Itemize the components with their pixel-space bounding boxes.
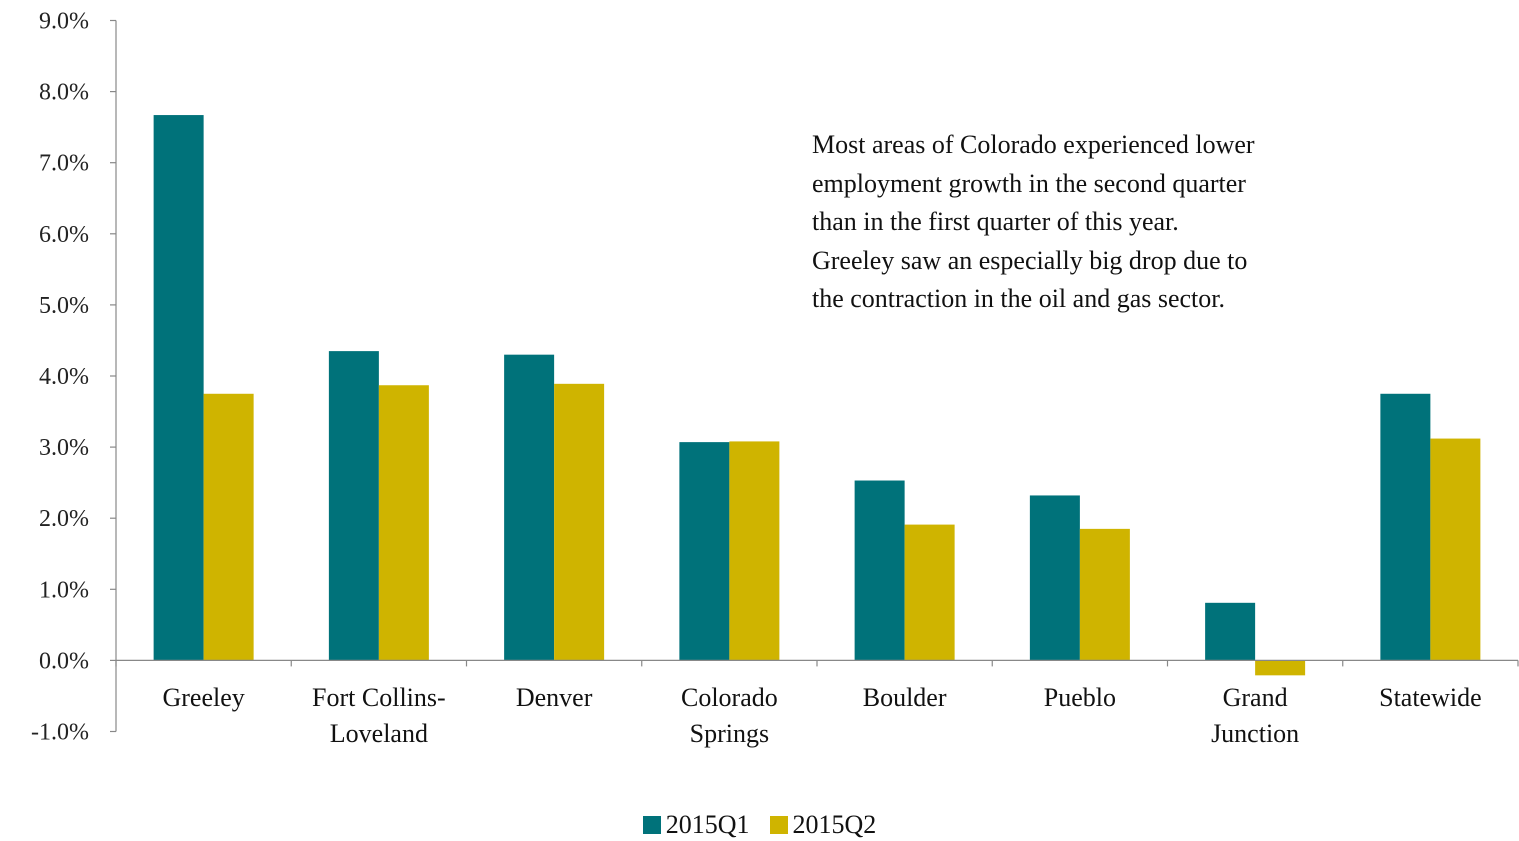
x-category-label: Springs bbox=[690, 719, 769, 748]
bar-2015q1-6 bbox=[1205, 602, 1256, 661]
annotation-line: than in the first quarter of this year. bbox=[812, 207, 1179, 236]
y-tick-label: 4.0% bbox=[39, 364, 89, 390]
bar-2015q2-4 bbox=[904, 524, 955, 661]
legend-item-2015q2: 2015Q2 bbox=[769, 810, 877, 840]
bar-2015q1-1 bbox=[328, 351, 379, 661]
y-tick-label: 7.0% bbox=[39, 151, 89, 177]
x-category-label: Denver bbox=[516, 683, 593, 712]
annotation-line: employment growth in the second quarter bbox=[812, 168, 1246, 198]
y-tick-label: -1.0% bbox=[31, 720, 89, 746]
legend-item-2015q1: 2015Q1 bbox=[642, 810, 750, 840]
y-tick-label: 3.0% bbox=[39, 435, 89, 461]
y-tick-label: 6.0% bbox=[39, 222, 89, 248]
bar-2015q2-5 bbox=[1079, 528, 1130, 661]
x-category-labels: Greeley Fort Collins- Loveland Denver Colora… bbox=[162, 683, 1481, 748]
bar-2015q1-4 bbox=[854, 480, 905, 661]
y-tick-label: 8.0% bbox=[39, 80, 89, 106]
x-category-label: Colorado bbox=[681, 683, 778, 712]
bar-2015q2-7 bbox=[1430, 438, 1481, 661]
legend-label: 2015Q2 bbox=[792, 810, 877, 839]
legend: 2015Q1 2015Q2 bbox=[0, 810, 1519, 840]
bars-group bbox=[153, 115, 1481, 676]
bar-2015q1-0 bbox=[153, 115, 204, 661]
y-tick-label: 5.0% bbox=[39, 293, 89, 319]
bar-2015q1-5 bbox=[1029, 495, 1080, 661]
x-category-label: Grand bbox=[1223, 683, 1288, 712]
bar-2015q2-1 bbox=[378, 385, 429, 661]
y-tick-labels: 9.0% 8.0% 7.0% 6.0% 5.0% 4.0% 3.0% 2.0% 1.0% 0.0%… bbox=[31, 9, 89, 746]
y-tick-label: 2.0% bbox=[39, 506, 89, 532]
x-category-label: Statewide bbox=[1379, 683, 1482, 712]
y-tick-label: 1.0% bbox=[39, 577, 89, 603]
legend-label: 2015Q1 bbox=[665, 810, 750, 839]
bar-2015q2-2 bbox=[554, 383, 605, 661]
bar-2015q1-3 bbox=[679, 442, 730, 661]
x-category-label: Boulder bbox=[863, 683, 947, 712]
annotation-line: Most areas of Colorado experienced lower bbox=[812, 130, 1255, 159]
annotation-line: Greeley saw an especially big drop due t… bbox=[812, 245, 1248, 275]
legend-swatch-2015q2 bbox=[769, 816, 788, 834]
bar-2015q2-6 bbox=[1255, 660, 1306, 676]
bar-2015q1-7 bbox=[1380, 393, 1431, 661]
bar-2015q2-0 bbox=[203, 393, 254, 661]
x-category-label: Junction bbox=[1211, 719, 1299, 748]
chart-annotation: Most areas of Colorado experienced lower… bbox=[812, 126, 1372, 319]
y-tick-label: 0.0% bbox=[39, 648, 89, 674]
bar-2015q2-3 bbox=[729, 441, 780, 661]
y-tick-label: 9.0% bbox=[39, 9, 89, 35]
legend-swatch-2015q1 bbox=[642, 816, 661, 834]
x-category-label: Fort Collins- bbox=[312, 683, 446, 712]
axes-group bbox=[110, 19, 1519, 733]
annotation-line: the contraction in the oil and gas secto… bbox=[812, 284, 1225, 313]
x-category-label: Pueblo bbox=[1044, 683, 1116, 712]
bar-2015q1-2 bbox=[504, 354, 555, 661]
x-category-label: Loveland bbox=[330, 719, 428, 748]
x-category-label: Greeley bbox=[162, 683, 244, 712]
